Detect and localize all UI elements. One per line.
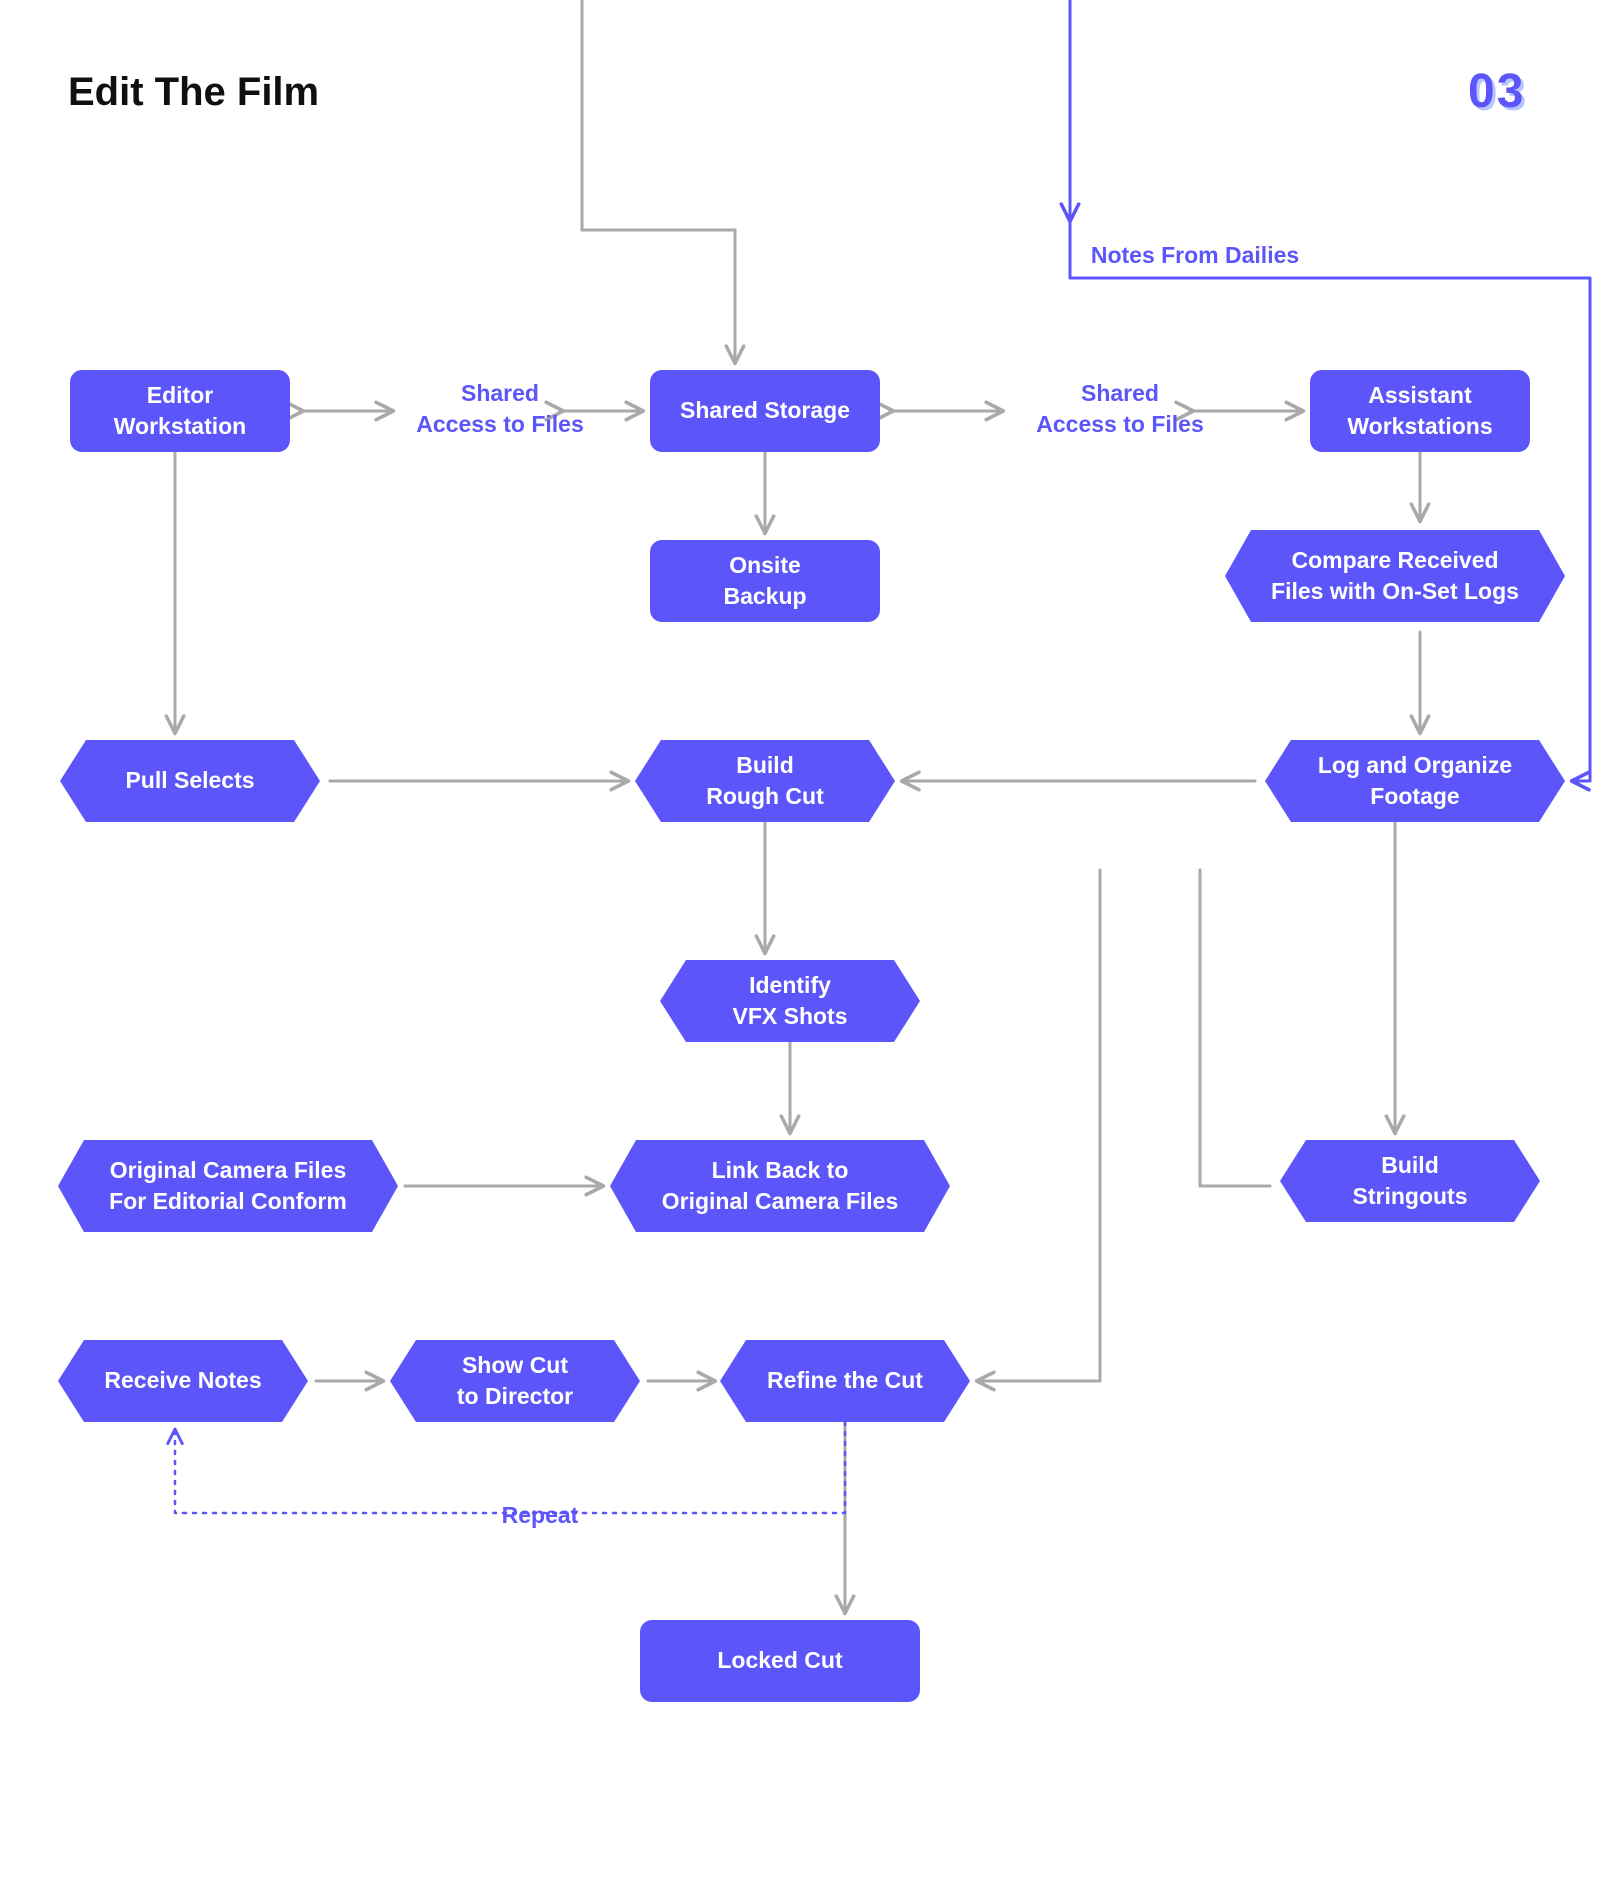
node-shared-storage: Shared Storage xyxy=(650,370,880,452)
node-editor-workstation: EditorWorkstation xyxy=(70,370,290,452)
node-receive-notes: Receive Notes xyxy=(58,1340,308,1422)
edge-label-notes-from-dailies: Notes From Dailies xyxy=(1075,240,1315,271)
edge-label-repeat: Repeat xyxy=(480,1500,600,1531)
edge-label-shared-access-right: SharedAccess to Files xyxy=(1020,378,1220,440)
node-log-organize: Log and OrganizeFootage xyxy=(1265,740,1565,822)
node-pull-selects: Pull Selects xyxy=(60,740,320,822)
node-build-rough-cut: BuildRough Cut xyxy=(635,740,895,822)
page-title: Edit The Film xyxy=(68,70,319,115)
node-build-stringouts: BuildStringouts xyxy=(1280,1140,1540,1222)
node-show-cut: Show Cutto Director xyxy=(390,1340,640,1422)
edge-label-shared-access-left: SharedAccess to Files xyxy=(400,378,600,440)
edge-gray-0 xyxy=(582,0,735,360)
edge-gray-18 xyxy=(980,870,1100,1381)
node-refine-cut: Refine the Cut xyxy=(720,1340,970,1422)
node-link-back: Link Back toOriginal Camera Files xyxy=(610,1140,950,1232)
section-number-main: 03 xyxy=(1468,64,1525,119)
node-ocf-conform: Original Camera FilesFor Editorial Confo… xyxy=(58,1140,398,1232)
node-identify-vfx: IdentifyVFX Shots xyxy=(660,960,920,1042)
edge-gray-15 xyxy=(1200,870,1270,1186)
node-onsite-backup: OnsiteBackup xyxy=(650,540,880,622)
node-locked-cut: Locked Cut xyxy=(640,1620,920,1702)
node-compare-logs: Compare ReceivedFiles with On-Set Logs xyxy=(1225,530,1565,622)
edge-purple-1 xyxy=(1070,218,1590,781)
node-assistant-workstations: AssistantWorkstations xyxy=(1310,370,1530,452)
